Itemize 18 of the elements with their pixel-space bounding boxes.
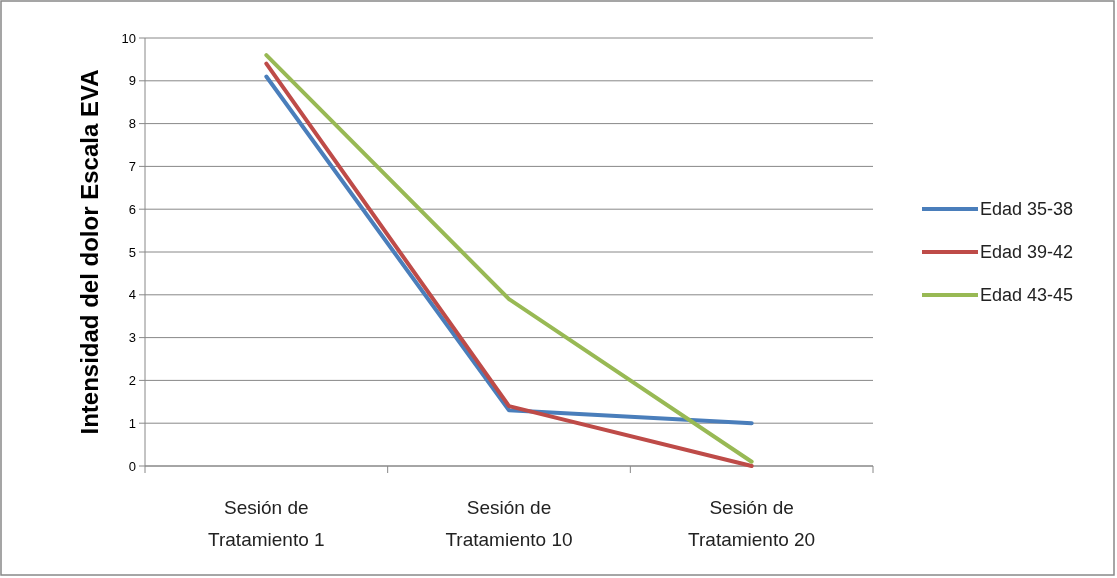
- y-tick-label: 10: [121, 30, 136, 46]
- y-axis-title: Intensidad del dolor Escala EVA: [76, 69, 103, 435]
- y-tick-label: 7: [128, 158, 136, 174]
- y-tick-label: 3: [128, 330, 136, 346]
- y-tick-label: 5: [128, 244, 136, 260]
- y-tick-label: 6: [128, 201, 136, 217]
- y-tick-label: 0: [128, 458, 136, 474]
- legend-label: Edad 43-45: [980, 285, 1074, 306]
- x-tick-label: Sesión de Tratamiento 1: [208, 497, 325, 550]
- y-tick-label: 4: [128, 287, 136, 303]
- y-tick-label: 2: [128, 372, 136, 388]
- legend-label: Edad 35-38: [980, 199, 1074, 220]
- legend-label: Edad 39-42: [980, 242, 1074, 263]
- y-tick-label: 1: [128, 415, 136, 431]
- x-tick-label: Sesión de Tratamiento 10: [445, 497, 573, 550]
- x-tick-label: Sesión de Tratamiento 20: [688, 497, 816, 550]
- y-tick-label: 9: [128, 73, 136, 89]
- y-tick-label: 8: [128, 116, 136, 132]
